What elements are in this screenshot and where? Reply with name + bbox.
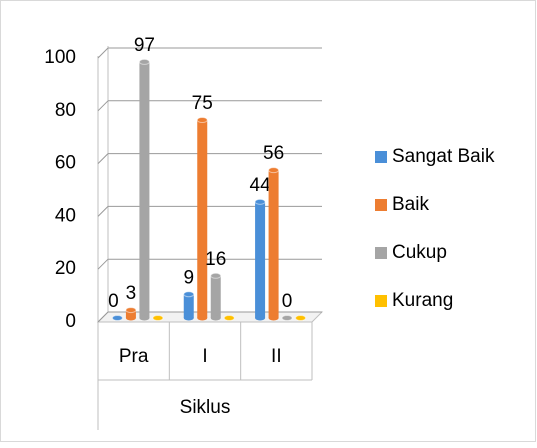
legend-swatch xyxy=(375,151,387,163)
legend-swatch xyxy=(375,199,387,211)
bar-base xyxy=(184,316,194,321)
data-label: 97 xyxy=(134,35,155,56)
x-axis-label: Siklus xyxy=(180,397,231,418)
bar xyxy=(139,62,149,318)
bar-base xyxy=(211,316,221,321)
bar-top xyxy=(282,316,292,321)
bar-top xyxy=(112,316,122,321)
y-tick-label: 0 xyxy=(65,311,76,332)
bar xyxy=(255,202,265,318)
bar-top xyxy=(296,316,306,321)
bar-top xyxy=(197,118,207,123)
bar-base xyxy=(255,316,265,321)
legend-swatch xyxy=(375,295,387,307)
x-tick-label: Pra xyxy=(119,346,149,367)
bar-top xyxy=(224,316,234,321)
bar-top xyxy=(184,292,194,297)
y-tick-label: 20 xyxy=(55,258,76,279)
legend-label: Sangat Baik xyxy=(392,146,495,167)
bar-top xyxy=(211,273,221,278)
bar xyxy=(269,170,279,318)
y-tick-label: 100 xyxy=(44,47,76,68)
bar xyxy=(184,294,194,318)
legend-label: Baik xyxy=(392,194,429,215)
y-tick-label: 80 xyxy=(55,100,76,121)
legend-swatch xyxy=(375,247,387,259)
data-label: 16 xyxy=(205,249,226,270)
bar xyxy=(197,120,207,318)
y-tick-label: 40 xyxy=(55,205,76,226)
x-tick-label: I xyxy=(202,346,207,367)
legend-label: Cukup xyxy=(392,242,447,263)
bar-base xyxy=(269,316,279,321)
bar-base xyxy=(126,316,136,321)
data-label: 75 xyxy=(192,93,213,114)
bar-top xyxy=(126,308,136,313)
data-label: 44 xyxy=(250,175,272,196)
data-label: 0 xyxy=(108,291,119,312)
data-label: 9 xyxy=(183,267,194,288)
y-tick-label: 60 xyxy=(55,153,76,174)
legend-label: Kurang xyxy=(392,290,453,311)
bar-top xyxy=(255,199,265,204)
data-label: 3 xyxy=(126,283,137,304)
bar xyxy=(211,276,221,318)
bar-top xyxy=(269,168,279,173)
data-label: 56 xyxy=(263,143,284,164)
bar-top xyxy=(139,59,149,64)
data-label: 0 xyxy=(282,291,293,312)
x-tick-label: II xyxy=(271,346,282,367)
bar-top xyxy=(153,316,163,321)
bar-base xyxy=(197,316,207,321)
bar-base xyxy=(139,316,149,321)
